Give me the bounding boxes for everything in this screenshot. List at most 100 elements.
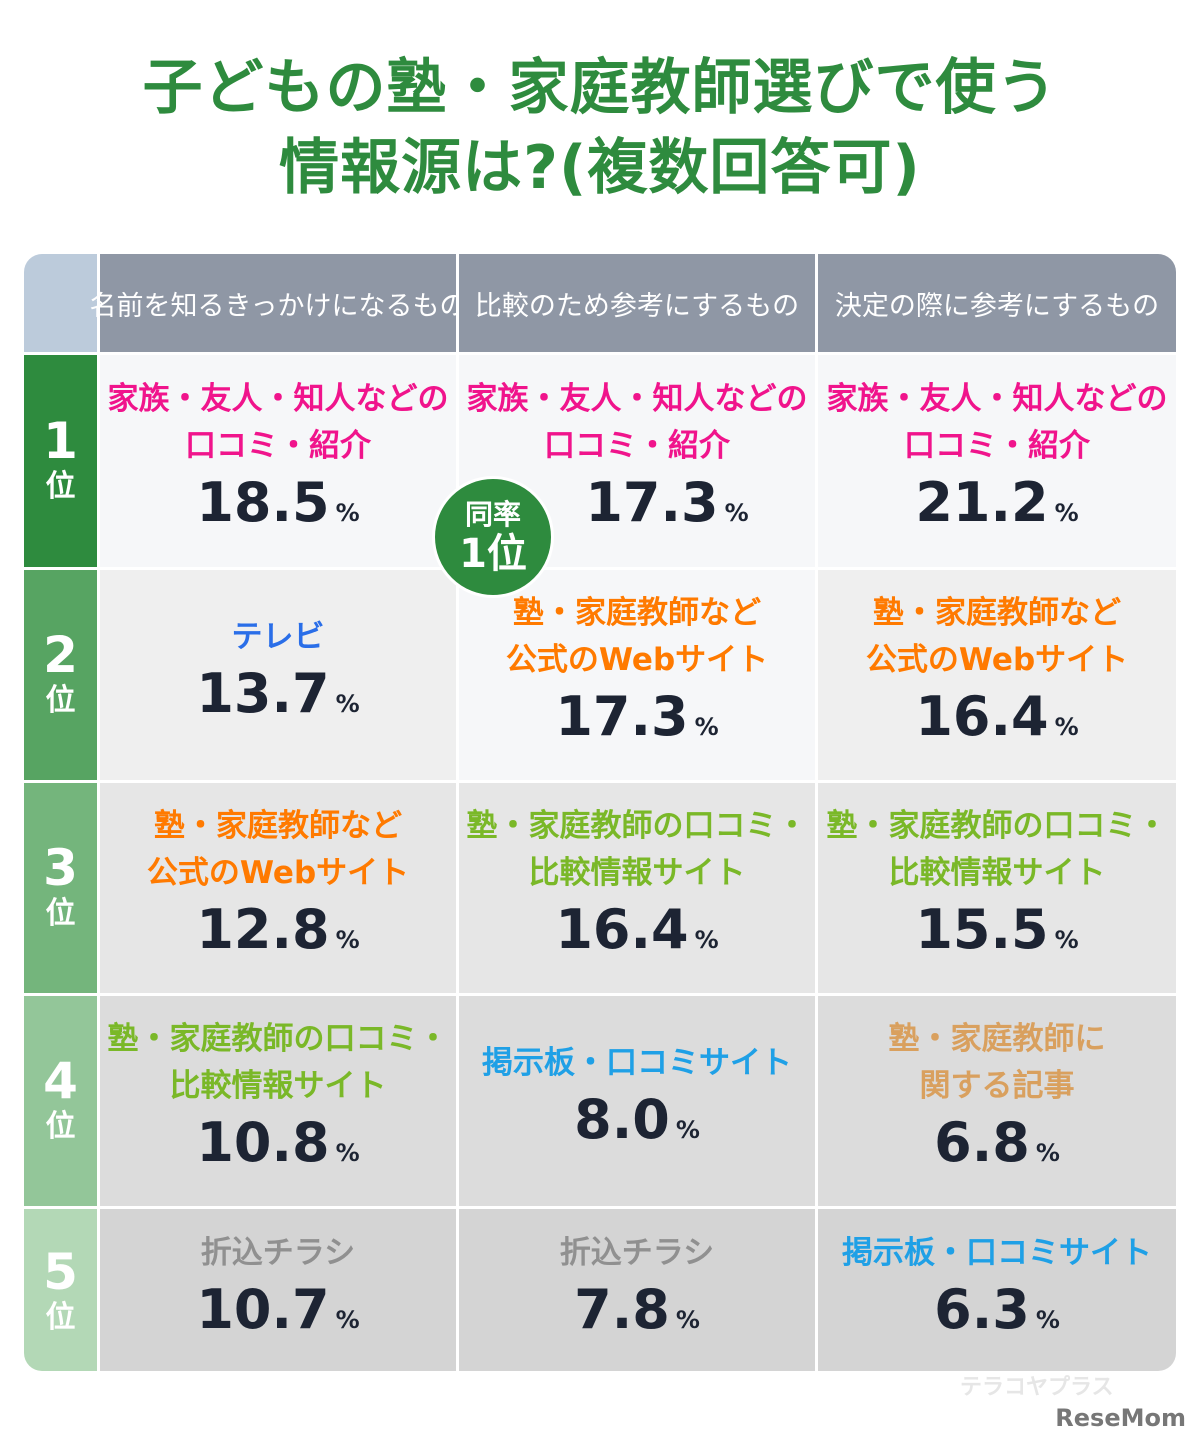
percentage-value: 8.0% <box>574 1087 700 1163</box>
title-line-2: 情報源は?(複数回答可) <box>279 133 921 203</box>
percentage-value: 16.4% <box>555 897 718 973</box>
source-label: 折込チラシ <box>559 1235 715 1271</box>
badge-line-2: 1位 <box>459 531 527 577</box>
value-number: 16.4 <box>555 898 689 961</box>
percent-unit: % <box>335 499 360 527</box>
source-label: 塾・家庭教師の口コミ・ 比較情報サイト <box>466 808 808 891</box>
percent-unit: % <box>694 713 719 741</box>
ranking-cell: 家族・友人・知人などの 口コミ・紹介 18.5% <box>100 355 456 567</box>
rank-number: 2 <box>43 626 78 684</box>
ranking-cell: 掲示板・口コミサイト 6.3% <box>818 1209 1176 1371</box>
ranking-cell: 塾・家庭教師に 関する記事 6.8% <box>818 996 1176 1206</box>
ranking-cell: 塾・家庭教師の口コミ・ 比較情報サイト 10.8% <box>100 996 456 1206</box>
percent-unit: % <box>1035 1306 1060 1334</box>
ranking-cell: 家族・友人・知人などの 口コミ・紹介 21.2% <box>818 355 1176 567</box>
percentage-value: 6.8% <box>934 1110 1060 1186</box>
rank-suffix: 位 <box>45 1299 76 1335</box>
value-number: 7.8 <box>574 1278 670 1341</box>
value-number: 12.8 <box>196 898 330 961</box>
ranking-cell: 掲示板・口コミサイト 8.0% <box>459 996 815 1206</box>
rank-suffix: 位 <box>45 469 76 504</box>
percentage-value: 15.5% <box>915 897 1078 973</box>
ranking-table: 名前を知るきっかけになるもの 比較のため参考にするもの 決定の際に参考にするもの… <box>24 254 1176 1371</box>
percent-unit: % <box>335 926 360 954</box>
value-number: 17.3 <box>555 685 689 748</box>
source-label: テレビ <box>231 618 325 655</box>
percent-unit: % <box>694 926 719 954</box>
percent-unit: % <box>1054 499 1079 527</box>
page-title: 子どもの塾・家庭教師選びで使う 情報源は?(複数回答可) <box>0 48 1200 208</box>
percent-unit: % <box>335 689 360 718</box>
ranking-cell: 塾・家庭教師など 公式のWebサイト 12.8% <box>100 783 456 993</box>
ranking-cell: テレビ 13.7% <box>100 570 456 780</box>
percent-unit: % <box>1035 1139 1060 1167</box>
value-number: 10.8 <box>196 1111 330 1174</box>
value-number: 17.3 <box>585 471 719 534</box>
source-label: 塾・家庭教師など 公式のWebサイト <box>865 595 1129 678</box>
value-number: 8.0 <box>574 1087 670 1151</box>
rank-number: 4 <box>43 1052 78 1110</box>
rank-suffix: 位 <box>45 896 76 931</box>
percentage-value: 16.4% <box>915 684 1078 760</box>
source-label: 掲示板・口コミサイト <box>482 1044 792 1081</box>
percent-unit: % <box>724 499 749 527</box>
tie-first-badge: 同率 1位 <box>432 476 554 598</box>
percentage-value: 13.7% <box>196 661 359 737</box>
rank-number: 5 <box>43 1242 78 1301</box>
percentage-value: 21.2% <box>915 470 1078 546</box>
value-number: 10.7 <box>196 1278 330 1341</box>
source-label: 塾・家庭教師など 公式のWebサイト <box>146 808 410 891</box>
badge-line-1: 同率 <box>464 498 521 531</box>
source-label: 掲示板・口コミサイト <box>842 1235 1152 1271</box>
percentage-value: 7.8% <box>574 1277 700 1353</box>
percentage-value: 12.8% <box>196 897 359 973</box>
rank-suffix: 位 <box>45 683 76 718</box>
percentage-value: 10.8% <box>196 1110 359 1186</box>
resemom-logo: ReseMom <box>1055 1404 1186 1432</box>
source-label: 塾・家庭教師の口コミ・ 比較情報サイト <box>826 808 1168 891</box>
value-number: 15.5 <box>915 898 1049 961</box>
value-number: 18.5 <box>196 471 330 534</box>
percent-unit: % <box>1054 926 1079 954</box>
percent-unit: % <box>1054 713 1079 741</box>
percent-unit: % <box>675 1306 700 1334</box>
rank-suffix: 位 <box>45 1109 76 1144</box>
watermark-logo: テラコヤプラス <box>960 1375 1114 1400</box>
value-number: 16.4 <box>915 685 1049 748</box>
value-number: 13.7 <box>196 661 330 725</box>
source-label: 塾・家庭教師の口コミ・ 比較情報サイト <box>107 1021 449 1104</box>
title-line-1: 子どもの塾・家庭教師選びで使う <box>142 53 1058 123</box>
ranking-cell: 塾・家庭教師の口コミ・ 比較情報サイト 15.5% <box>818 783 1176 993</box>
column-header: 比較のため参考にするもの <box>459 254 815 352</box>
ranking-cell: 折込チラシ 7.8% <box>459 1209 815 1371</box>
percentage-value: 17.3% <box>555 684 718 760</box>
source-label: 塾・家庭教師など 公式のWebサイト <box>505 595 769 678</box>
rank-number: 1 <box>43 412 78 470</box>
column-header: 決定の際に参考にするもの <box>818 254 1176 352</box>
source-label: 塾・家庭教師に 関する記事 <box>888 1021 1106 1104</box>
value-number: 6.8 <box>934 1111 1030 1174</box>
value-number: 6.3 <box>934 1278 1030 1341</box>
percentage-value: 6.3% <box>934 1277 1060 1353</box>
percent-unit: % <box>335 1139 360 1167</box>
ranking-cell: 塾・家庭教師など 公式のWebサイト 16.4% <box>818 570 1176 780</box>
percentage-value: 18.5% <box>196 470 359 546</box>
source-label: 家族・友人・知人などの 口コミ・紹介 <box>826 381 1168 464</box>
percentage-value: 10.7% <box>196 1277 359 1353</box>
source-label: 折込チラシ <box>200 1235 356 1271</box>
percent-unit: % <box>335 1306 360 1334</box>
value-number: 21.2 <box>915 471 1049 534</box>
percent-unit: % <box>675 1115 700 1144</box>
source-label: 家族・友人・知人などの 口コミ・紹介 <box>466 381 808 464</box>
source-label: 家族・友人・知人などの 口コミ・紹介 <box>107 381 449 464</box>
percentage-value: 17.3% <box>585 470 748 546</box>
ranking-cell: 塾・家庭教師の口コミ・ 比較情報サイト 16.4% <box>459 783 815 993</box>
ranking-cell: 折込チラシ 10.7% <box>100 1209 456 1371</box>
header-corner <box>24 254 97 352</box>
column-header: 名前を知るきっかけになるもの <box>90 254 466 352</box>
